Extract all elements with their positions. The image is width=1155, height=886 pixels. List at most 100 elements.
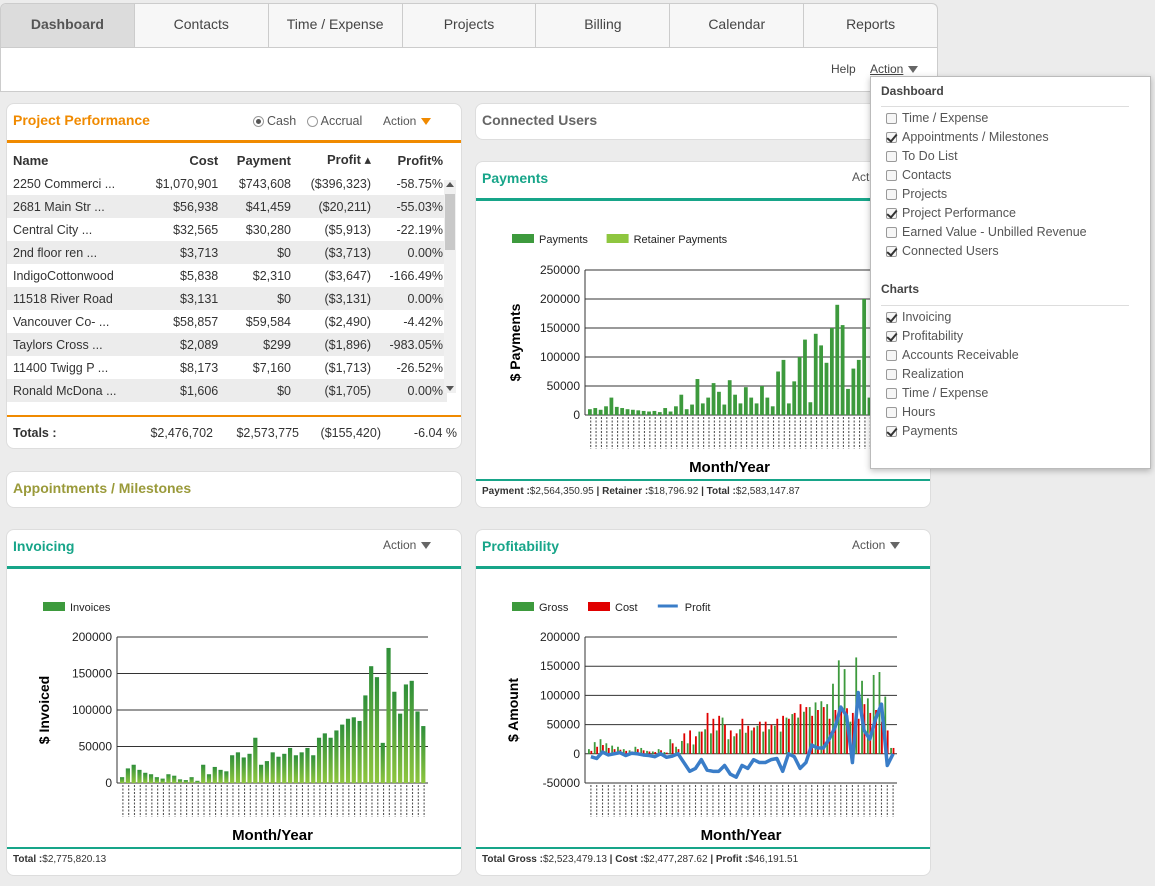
scroll-up-icon[interactable] xyxy=(446,182,454,187)
dropdown-item-time-expense[interactable]: Time / Expense xyxy=(886,386,988,400)
bar xyxy=(259,764,264,783)
checkbox-checked-icon[interactable] xyxy=(886,245,897,257)
table-row[interactable]: Ronald McDona ... $1,606 $0 ($1,705) 0.00% xyxy=(7,379,447,402)
table-row[interactable]: 2681 Main Str ... $56,938 $41,459 ($20,211)… xyxy=(7,195,447,218)
tab-projects[interactable]: Projects xyxy=(403,4,537,47)
radio-accrual[interactable] xyxy=(306,116,318,128)
dropdown-item-profitability[interactable]: Profitability xyxy=(886,329,963,343)
dropdown-item-appointments-milestones[interactable]: Appointments / Milestones xyxy=(886,130,1049,144)
help-link[interactable]: Help xyxy=(831,62,856,76)
radio-cash[interactable] xyxy=(253,116,264,128)
bar xyxy=(892,747,895,754)
table-row[interactable]: IndigoCottonwood $5,838 $2,310 ($3,647) -166… xyxy=(7,264,447,287)
col-payment[interactable]: Payment xyxy=(236,152,291,168)
cell-payment: $743,608 xyxy=(238,176,291,191)
bar xyxy=(684,409,689,415)
chevron-down-icon xyxy=(908,66,919,74)
col-cost[interactable]: Cost xyxy=(189,152,219,168)
checkbox-checked-icon[interactable] xyxy=(886,330,897,342)
bar xyxy=(253,737,258,783)
table-scrollbar[interactable] xyxy=(444,180,456,393)
dropdown-item-label: Time / Expense xyxy=(902,111,989,125)
tab-calendar[interactable]: Calendar xyxy=(670,4,805,47)
col-name[interactable]: Name xyxy=(13,152,49,168)
bar xyxy=(835,304,840,415)
table-row[interactable]: 11400 Twigg P ... $8,173 $7,160 ($1,713) -26… xyxy=(7,356,447,379)
table-row[interactable]: 2nd floor ren ... $3,713 $0 ($3,713) 0.00% xyxy=(7,241,447,264)
tab-dashboard[interactable]: Dashboard xyxy=(1,4,135,47)
dropdown-item-invoicing[interactable]: Invoicing xyxy=(886,310,951,324)
dropdown-item-hours[interactable]: Hours xyxy=(886,405,935,419)
checkbox-icon[interactable] xyxy=(886,387,897,399)
table-row[interactable]: 11518 River Road $3,131 $0 ($3,131) 0.00% xyxy=(7,287,447,310)
table-row[interactable]: Central City ... $32,565 $30,280 ($5,913) -2… xyxy=(7,218,447,241)
dropdown-item-realization[interactable]: Realization xyxy=(886,367,964,381)
bar xyxy=(799,704,802,754)
payments-action-menu[interactable]: Acti xyxy=(852,170,873,184)
bar xyxy=(241,757,246,783)
checkbox-checked-icon[interactable] xyxy=(886,311,897,323)
checkbox-checked-icon[interactable] xyxy=(886,131,897,143)
table-row[interactable]: Taylors Cross ... $2,089 $299 ($1,896) -983.… xyxy=(7,333,447,356)
dropdown-item-projects[interactable]: Projects xyxy=(886,187,947,201)
scroll-down-icon[interactable] xyxy=(446,386,454,391)
tab-reports[interactable]: Reports xyxy=(846,16,896,32)
dropdown-item-accounts-receivable[interactable]: Accounts Receivable xyxy=(886,348,1019,362)
profitability-action-menu[interactable]: Action xyxy=(852,538,901,552)
bar xyxy=(758,721,761,754)
invoicing-action-menu[interactable]: Action xyxy=(383,538,432,552)
scroll-thumb[interactable] xyxy=(445,194,455,250)
bar xyxy=(646,750,648,754)
top-action-menu[interactable]: Action xyxy=(870,62,919,76)
bar xyxy=(797,357,802,415)
table-row[interactable]: 2250 Commerci ... $1,070,901 $743,608 ($396… xyxy=(7,172,447,195)
tab-billing[interactable]: Billing xyxy=(536,4,671,47)
bar xyxy=(622,749,625,754)
checkbox-icon[interactable] xyxy=(886,406,897,418)
bar xyxy=(817,710,819,754)
dropdown-item-time-expense[interactable]: Time / Expense xyxy=(886,111,988,125)
bar xyxy=(695,379,700,415)
dropdown-item-connected-users[interactable]: Connected Users xyxy=(886,244,999,258)
pp-action-menu[interactable]: Action xyxy=(383,114,432,128)
dropdown-item-to-do-list[interactable]: To Do List xyxy=(886,149,958,163)
dropdown-item-contacts[interactable]: Contacts xyxy=(886,168,951,182)
checkbox-icon[interactable] xyxy=(886,188,897,200)
dropdown-item-payments[interactable]: Payments xyxy=(886,424,958,438)
cell-cost: $5,838 xyxy=(180,268,219,283)
checkbox-checked-icon[interactable] xyxy=(886,207,897,219)
bar xyxy=(663,408,668,415)
action-label: Action xyxy=(852,538,886,552)
dropdown-item-project-performance[interactable]: Project Performance xyxy=(886,206,1016,220)
footer-label: Payment : xyxy=(482,486,530,497)
bar xyxy=(822,707,825,754)
checkbox-icon[interactable] xyxy=(886,349,897,361)
checkbox-icon[interactable] xyxy=(886,368,897,380)
bar xyxy=(733,736,736,754)
cell-profit: ($3,647) xyxy=(324,268,372,283)
tab-contacts[interactable]: Contacts xyxy=(135,4,269,47)
dropdown-item-label: To Do List xyxy=(902,149,958,163)
table-row[interactable]: Vancouver Co- ... $58,857 $59,584 ($2,490) -… xyxy=(7,310,447,333)
dropdown-item-label: Realization xyxy=(902,367,964,381)
checkbox-checked-icon[interactable] xyxy=(886,425,897,437)
cell-payment: $0 xyxy=(222,241,295,264)
cell-profit-percent: -58.75% xyxy=(396,176,443,191)
chevron-down-icon xyxy=(421,542,432,550)
bar xyxy=(785,717,788,754)
bar xyxy=(154,777,159,783)
y-axis-label: $ Payments xyxy=(507,303,523,381)
col-profit[interactable]: Profit ▴ xyxy=(326,152,372,167)
col-profit-percent[interactable]: Profit% xyxy=(397,152,444,168)
checkbox-icon[interactable] xyxy=(886,150,897,162)
checkbox-icon[interactable] xyxy=(886,226,897,238)
tab-time-expense[interactable]: Time / Expense xyxy=(269,4,403,47)
checkbox-icon[interactable] xyxy=(886,169,897,181)
checkbox-icon[interactable] xyxy=(886,112,897,124)
panel-title: Connected Users xyxy=(482,112,598,128)
bar xyxy=(665,752,668,754)
bar xyxy=(609,397,614,415)
bar xyxy=(230,755,235,783)
bar xyxy=(322,733,327,783)
dropdown-item-earned-value-unbilled-revenue[interactable]: Earned Value - Unbilled Revenue xyxy=(886,225,1087,239)
